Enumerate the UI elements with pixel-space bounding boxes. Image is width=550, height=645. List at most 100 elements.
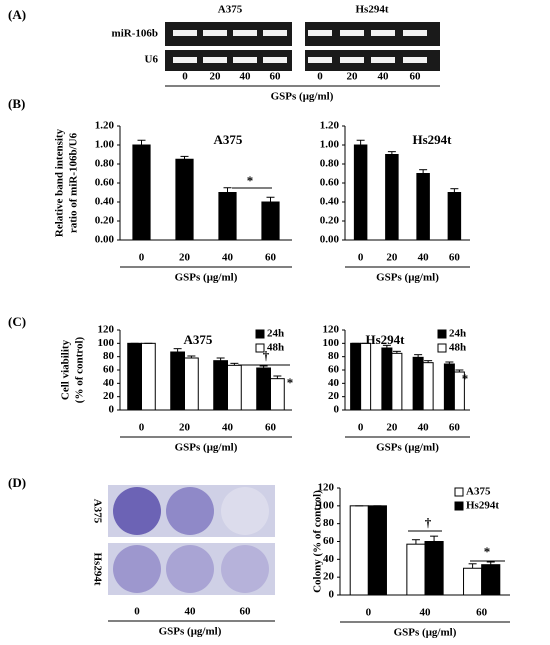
x-tick-label: 20 [386, 252, 398, 264]
x-axis-label: GSPs (μg/ml) [376, 272, 439, 284]
legend-swatch [255, 343, 265, 353]
band [263, 30, 287, 36]
y-axis-label: (% of control) [74, 336, 86, 403]
annotation: † [263, 348, 270, 363]
legend-label: Hs294t [466, 500, 499, 512]
x-tick-label: 0 [358, 252, 364, 264]
legend-label: 24h [449, 328, 466, 340]
bar [213, 360, 229, 411]
x-tick-label: 0 [139, 422, 145, 434]
y-tick-label: 1.20 [320, 120, 340, 132]
y-tick-label: 0.20 [320, 215, 340, 227]
bar [261, 201, 280, 241]
lane-label: 60 [240, 606, 252, 618]
legend-label: 48h [267, 342, 284, 354]
bar [170, 351, 186, 411]
bar [385, 154, 399, 241]
bar [175, 158, 194, 241]
bar [218, 192, 237, 241]
panel-label: (D) [8, 475, 26, 490]
legend-swatch [437, 343, 447, 353]
panel-label: (A) [8, 7, 26, 22]
band [173, 57, 197, 63]
x-axis-label: GSPs (μg/ml) [175, 272, 238, 284]
y-tick-label: 0.60 [95, 177, 115, 189]
x-tick-label: 40 [420, 607, 432, 619]
y-tick-label: 1.00 [320, 139, 340, 151]
x-tick-label: 60 [265, 252, 277, 264]
y-tick-label: 0 [329, 589, 335, 601]
band [203, 30, 227, 36]
bar [350, 342, 362, 411]
x-tick-label: 0 [366, 607, 372, 619]
bar [481, 564, 501, 596]
y-tick-label: 0.80 [95, 158, 115, 170]
y-tick-label: 100 [318, 499, 335, 511]
bar [141, 342, 156, 411]
x-tick-label: 60 [265, 422, 277, 434]
chart-title: Hs294t [413, 132, 453, 147]
bar [391, 352, 403, 411]
legend-swatch [437, 329, 447, 339]
lane-label: 20 [210, 71, 222, 83]
x-tick-label: 20 [179, 422, 191, 434]
y-tick-label: 0.80 [320, 158, 340, 170]
lane-label: 60 [270, 71, 282, 83]
row-label: Hs294t [91, 553, 103, 586]
y-tick-label: 60 [103, 364, 115, 376]
gel-a375 [165, 22, 292, 71]
chart-title: A375 [184, 332, 213, 347]
x-axis-label: GSPs (μg/ml) [175, 442, 238, 454]
annotation: * [449, 191, 456, 206]
y-tick-label: 60 [323, 535, 335, 547]
bar [367, 505, 387, 596]
band [203, 57, 227, 63]
y-tick-label: 40 [103, 377, 115, 389]
x-tick-label: 0 [358, 422, 364, 434]
bar [227, 364, 242, 411]
bar [256, 367, 271, 411]
bar [424, 541, 444, 596]
x-tick-label: 40 [418, 422, 430, 434]
bar [360, 342, 372, 411]
y-tick-label: 120 [318, 482, 335, 494]
y-tick-label: 40 [328, 377, 340, 389]
y-tick-label: 0.40 [95, 196, 115, 208]
y-tick-label: 20 [323, 571, 335, 583]
y-tick-label: 0 [109, 404, 115, 416]
lane-label: 40 [185, 606, 197, 618]
y-tick-label: 20 [328, 390, 340, 402]
legend-swatch [255, 329, 265, 339]
band [340, 30, 364, 36]
row-label: U6 [145, 54, 159, 66]
y-axis-label: Relative band intensity [54, 128, 66, 237]
y-axis-label: Cell viability [60, 339, 72, 400]
y-tick-label: 80 [323, 517, 335, 529]
y-tick-label: 1.00 [95, 139, 115, 151]
gel-hs294t [305, 22, 440, 71]
panel-label: (C) [8, 314, 26, 329]
x-tick-label: 0 [139, 252, 145, 264]
annotation: * [462, 371, 469, 386]
y-tick-label: 0 [334, 404, 340, 416]
bar [349, 505, 369, 596]
gel-title: A375 [218, 4, 243, 16]
legend-label: 48h [449, 342, 466, 354]
band [308, 57, 332, 63]
row-label: miR-106b [112, 28, 158, 40]
bar [443, 363, 455, 411]
y-tick-label: 60 [328, 364, 340, 376]
bar [463, 567, 483, 596]
gel-title: Hs294t [356, 4, 389, 16]
y-tick-label: 0.00 [320, 234, 340, 246]
chart-title: A375 [214, 132, 243, 147]
bar [422, 362, 434, 411]
lane-label: 0 [317, 71, 323, 83]
y-axis-label: Colony (% of control) [312, 490, 324, 593]
bar [270, 378, 285, 411]
x-axis-label: GSPs (μg/ml) [159, 626, 222, 638]
y-axis-label: ratio of miR-106b/U6 [68, 132, 80, 233]
band [308, 30, 332, 36]
x-tick-label: 20 [179, 252, 191, 264]
lane-label: 0 [182, 71, 188, 83]
